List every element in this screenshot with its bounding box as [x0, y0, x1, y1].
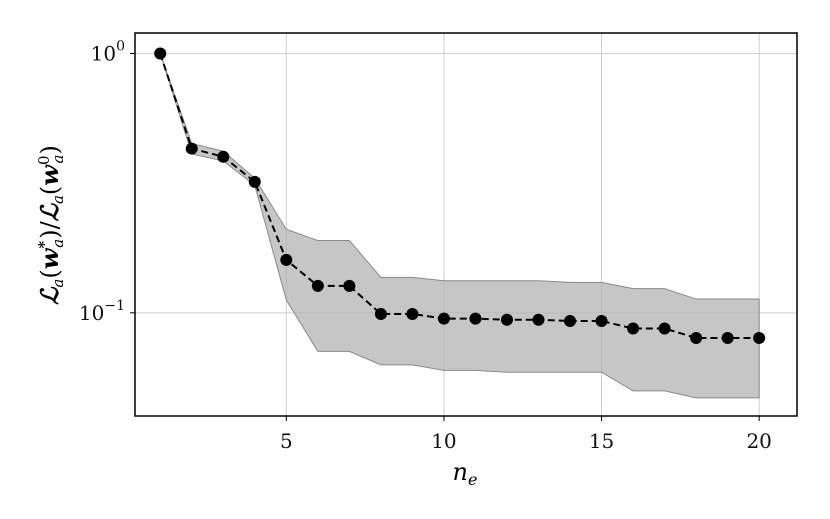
data-point: [406, 307, 419, 320]
data-point: [217, 150, 230, 163]
data-point: [469, 312, 482, 325]
data-point: [658, 322, 671, 335]
plot-frame: [134, 32, 798, 417]
data-point: [374, 307, 387, 320]
x-tick-label: 10: [431, 429, 456, 453]
data-point: [500, 313, 513, 326]
data-point: [690, 331, 703, 344]
uncertainty-band: [159, 53, 760, 399]
series-points: [154, 47, 766, 344]
data-point: [721, 331, 734, 344]
data-point: [532, 313, 545, 326]
confidence-band: [159, 53, 760, 399]
x-axis-label: ne: [453, 458, 478, 489]
data-point: [154, 47, 167, 60]
y-axis-label: ℒa(w*a)/ℒa(w0a): [35, 145, 67, 305]
data-point: [437, 312, 450, 325]
x-tick-label: 20: [746, 429, 771, 453]
x-axis-ticks: 5 10 15 20: [280, 416, 772, 453]
data-point: [595, 314, 608, 327]
data-point: [248, 175, 261, 188]
x-tick-label: 15: [589, 429, 614, 453]
data-point: [627, 322, 640, 335]
data-point: [280, 253, 293, 266]
data-point: [185, 142, 198, 155]
data-point: [753, 331, 766, 344]
y-tick-label: 10−1: [79, 298, 125, 325]
x-tick-label: 5: [280, 429, 293, 453]
y-tick-label: 100: [91, 39, 125, 66]
data-point: [564, 314, 577, 327]
data-point: [343, 279, 356, 292]
data-point: [311, 279, 324, 292]
y-axis-ticks: 10−1 100: [79, 39, 135, 325]
